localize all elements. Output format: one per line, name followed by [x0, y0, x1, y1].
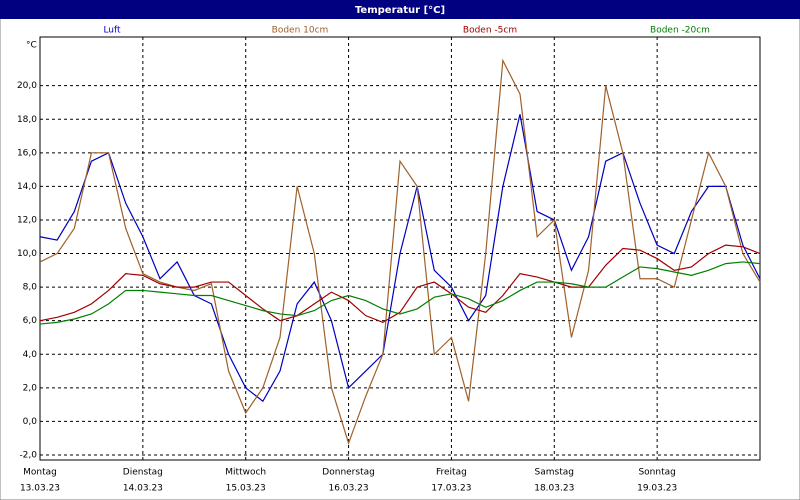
plot-frame: [39, 36, 761, 461]
series-line: [39, 244, 761, 324]
series-line: [39, 114, 761, 403]
x-tick-label: Montag: [23, 468, 57, 478]
legend-entry: Boden 10cm: [272, 26, 329, 36]
y-tick-label: 4,0: [23, 350, 38, 360]
y-tick-label: 16,0: [17, 148, 37, 158]
x-tick-date: 13.03.23: [20, 484, 60, 494]
y-tick-label: 20,0: [17, 81, 37, 91]
x-tick-date: 14.03.23: [123, 484, 163, 494]
x-tick-label: Freitag: [436, 468, 467, 478]
x-tick-date: 15.03.23: [226, 484, 266, 494]
x-tick-label: Dienstag: [123, 468, 163, 478]
y-tick-label: -2,0: [19, 450, 37, 460]
y-tick-label: 14,0: [17, 182, 37, 192]
y-tick-label: 18,0: [17, 115, 37, 125]
y-tick-label: 0,0: [23, 417, 38, 427]
x-tick-date: 18.03.23: [534, 484, 574, 494]
y-tick-label: 10,0: [17, 249, 37, 259]
x-tick-label: Sonntag: [638, 468, 675, 478]
x-tick-label: Samstag: [535, 468, 574, 478]
chart-title: Temperatur [°C]: [355, 5, 445, 16]
series-line: [39, 58, 761, 446]
x-tick-date: 17.03.23: [431, 484, 471, 494]
title-bar: [0, 0, 800, 19]
legend-entry: Boden -5cm: [463, 26, 517, 36]
y-tick-label: 6,0: [23, 316, 38, 326]
y-tick-label: 2,0: [23, 383, 38, 393]
x-tick-date: 19.03.23: [637, 484, 677, 494]
legend-entry: Boden -20cm: [650, 26, 710, 36]
legend-entry: Luft: [103, 26, 121, 36]
y-tick-label: 12,0: [17, 215, 37, 225]
series-line: [39, 261, 761, 325]
y-axis-label: °C: [26, 41, 37, 51]
x-tick-date: 16.03.23: [329, 484, 369, 494]
x-tick-label: Mittwoch: [225, 468, 266, 478]
x-tick-label: Donnerstag: [322, 468, 375, 478]
y-tick-label: 8,0: [23, 283, 38, 293]
